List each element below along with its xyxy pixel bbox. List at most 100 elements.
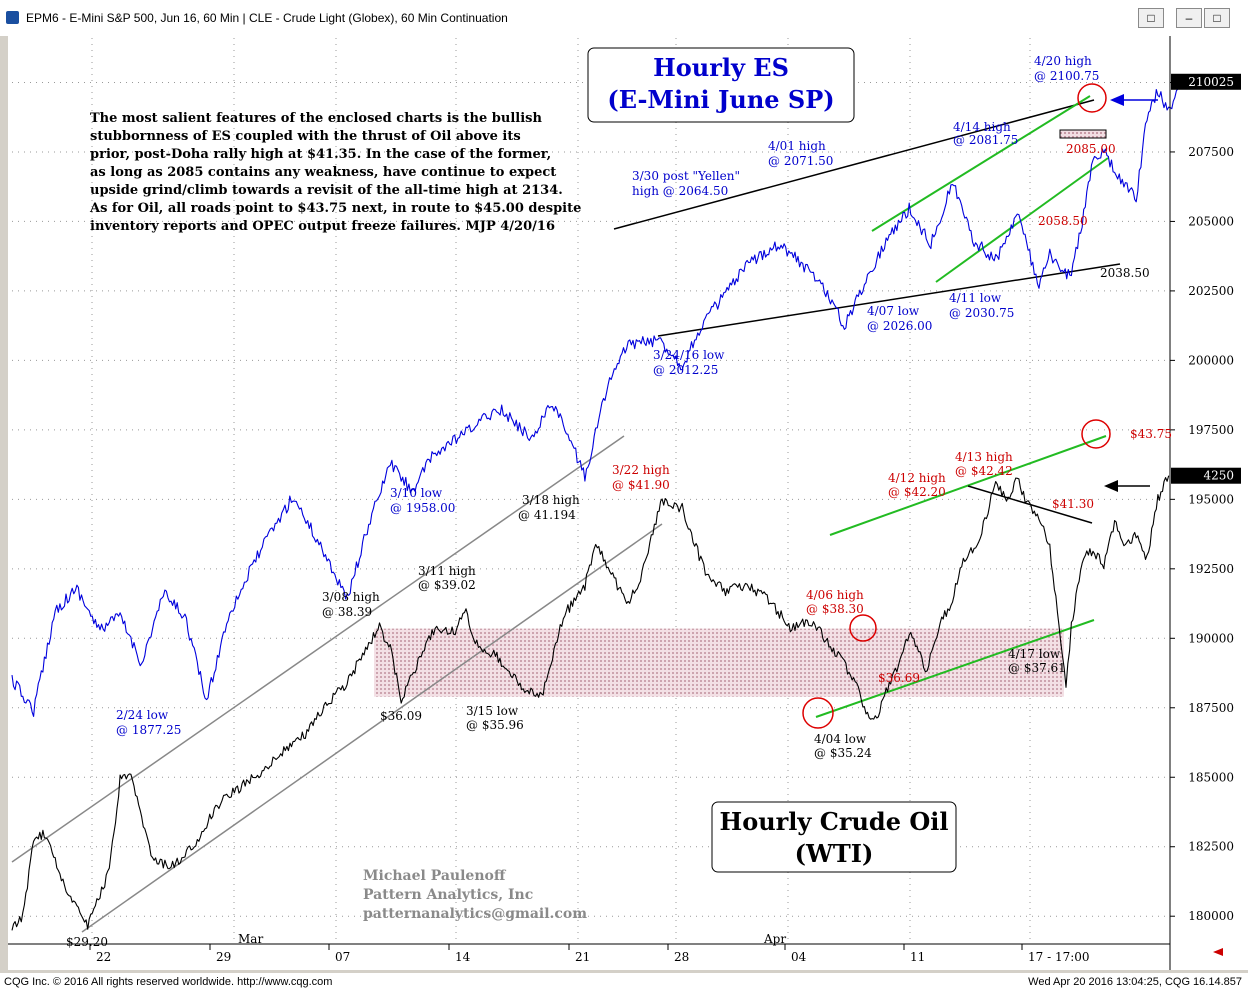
circle-oil-0406-high: [849, 614, 877, 642]
annotation-label: 4/14 high: [953, 120, 1011, 134]
annotation-label: @ $41.90: [612, 478, 670, 492]
x-month-label: Mar: [238, 932, 263, 946]
y-tick-label: 200000: [1188, 353, 1234, 367]
y-tick-label: 190000: [1188, 631, 1234, 645]
annotation-label: 2085.00: [1066, 142, 1116, 156]
circle-oil-target: [1081, 419, 1111, 449]
commentary-line: inventory reports and OPEC output freeze…: [90, 219, 555, 234]
annotation-label: 3/08 high: [322, 590, 380, 604]
y-tick-label: 195000: [1188, 492, 1234, 506]
es-title-line1: Hourly ES: [653, 53, 789, 82]
circle-es-high: [1077, 83, 1107, 113]
minimize-button[interactable]: –: [1176, 8, 1202, 28]
annotation-label: @ 2026.00: [867, 319, 932, 333]
window-title: EPM6 - E-Mini S&P 500, Jun 16, 60 Min | …: [26, 11, 508, 25]
annotation-label: high @ 2064.50: [632, 184, 728, 198]
annotation-label: $29.20: [66, 935, 108, 949]
label-layer: 4/20 high@ 2100.75 4/14 high@ 2081.75 2085…: [66, 47, 1172, 949]
y-tick-label: 205000: [1188, 214, 1234, 228]
x-tick-label: 22: [96, 950, 111, 964]
arrow-oil-icon: [1104, 480, 1118, 492]
x-tick-label: 28: [674, 950, 689, 964]
annotation-label: $36.69: [878, 671, 920, 685]
x-month-label: Apr: [763, 932, 786, 946]
annotation-label: @ 2100.75: [1034, 69, 1099, 83]
circle-oil-0404-low: [802, 697, 834, 729]
price-tag: [1171, 467, 1241, 484]
oil-green-channel-lower: [815, 619, 1095, 718]
annotation-label: $41.30: [1052, 497, 1094, 511]
annotation-label: 3/24/16 low: [653, 348, 725, 362]
support-zone-layer: [374, 628, 1064, 697]
annotation-label: 2/24 low: [116, 708, 169, 722]
x-tick-label: 14: [455, 950, 471, 964]
chart-area[interactable]: 2100002075002050002025002000001975001950…: [8, 36, 1248, 970]
annotation-label: 3/22 high: [612, 463, 670, 477]
es-upper-trendline: [613, 99, 1095, 230]
annotation-label: @ $39.02: [418, 578, 476, 592]
annotation-label: @ $35.96: [466, 718, 524, 732]
annotation-label: @ 2012.25: [653, 363, 718, 377]
annotation-label: 4/06 high: [806, 588, 864, 602]
price-tag: [1171, 73, 1241, 90]
annotation-label: 4/11 low: [949, 291, 1002, 305]
oil-price-line: [11, 475, 1170, 931]
price-tag-label: 4250: [1203, 469, 1234, 483]
overlay-layer: [802, 83, 1158, 729]
oil-gray-channel-upper: [11, 435, 625, 863]
es-title-box: [587, 47, 855, 123]
arrow-es-icon: [1110, 94, 1124, 106]
annotation-label: @ 1877.25: [116, 723, 181, 737]
annotation-label: 4/04 low: [814, 732, 867, 746]
annotation-label: @ 2081.75: [953, 133, 1018, 147]
y-tick-label: 185000: [1188, 770, 1234, 784]
window-titlebar: EPM6 - E-Mini S&P 500, Jun 16, 60 Min | …: [0, 0, 1248, 36]
y-tick-label: 182500: [1188, 840, 1234, 854]
copyright-text: CQG Inc. © 2016 All rights reserved worl…: [4, 976, 333, 988]
annotation-label: 4/12 high: [888, 471, 946, 485]
annotation-label: @ 2030.75: [949, 306, 1014, 320]
commentary-line: as long as 2085 contains any weakness, h…: [90, 165, 556, 180]
axis-layer: 2100002075002050002025002000001975001950…: [8, 36, 1241, 970]
price-chart[interactable]: 2100002075002050002025002000001975001950…: [8, 36, 1248, 970]
signature-line: Pattern Analytics, Inc: [363, 887, 533, 903]
y-tick-label: 180000: [1188, 909, 1234, 923]
maximize-button[interactable]: □: [1204, 8, 1230, 28]
y-tick-label: 187500: [1188, 701, 1234, 715]
x-tick-label: 17 - 17:00: [1028, 950, 1090, 964]
annotation-label: 4/01 high: [768, 139, 826, 153]
x-tick-label: 11: [910, 950, 925, 964]
annotation-label: @ 1958.00: [390, 501, 455, 515]
status-bar: CQG Inc. © 2016 All rights reserved worl…: [0, 973, 1248, 991]
y-tick-label: 192500: [1188, 562, 1234, 576]
annotation-label: $36.09: [380, 709, 422, 723]
app-icon: [6, 11, 19, 24]
annotation-label: 3/18 high: [522, 493, 580, 507]
annotation-label: @ 38.39: [322, 605, 372, 619]
signature-line: patternanalytics@gmail.com: [363, 906, 587, 922]
commentary-line: prior, post-Doha rally high at $41.35. I…: [90, 147, 551, 162]
y-tick-label: 207500: [1188, 145, 1234, 159]
commentary-line: The most salient features of the enclose…: [90, 111, 542, 126]
oil-title-box: [711, 801, 957, 873]
commentary-line: As for Oil, all roads point to $43.75 ne…: [89, 201, 581, 216]
es-price-line: [11, 75, 1191, 717]
annotation-label: 4/13 high: [955, 450, 1013, 464]
es-title-line2: (E-Mini June SP): [607, 85, 834, 114]
annotation-label: 3/15 low: [466, 704, 519, 718]
x-tick-label: 29: [216, 950, 231, 964]
grid-layer: [12, 38, 1170, 944]
oil-title-line2: (WTI): [795, 839, 874, 868]
annotation-label: 2038.50: [1100, 266, 1150, 280]
annotation-label: 4/07 low: [867, 304, 920, 318]
support-zone: [374, 628, 1064, 697]
series-layer: [11, 75, 1191, 931]
plot-background: [8, 36, 1248, 970]
annotation-label: @ $38.30: [806, 602, 864, 616]
y-tick-label: 197500: [1188, 423, 1234, 437]
restore-button[interactable]: □: [1138, 8, 1164, 28]
timestamp-text: Wed Apr 20 2016 13:04:25, CQG 16.14.857: [1028, 976, 1242, 988]
annotation-label: @ $42.42: [955, 464, 1013, 478]
price-tag-label: 210025: [1188, 75, 1234, 89]
x-tick-label: 07: [335, 950, 350, 964]
